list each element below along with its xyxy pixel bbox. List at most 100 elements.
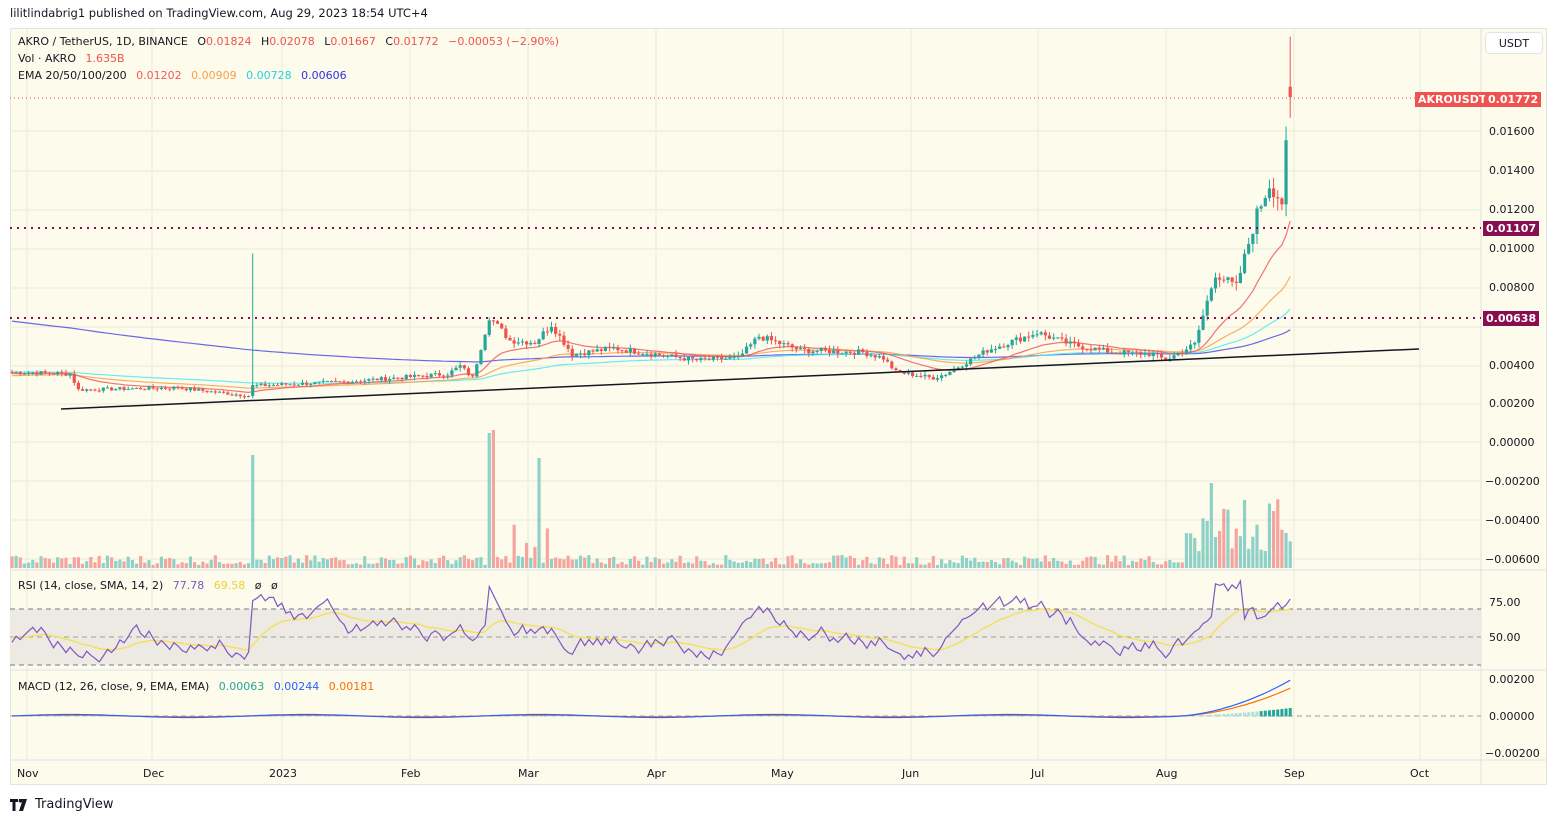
tradingview-logo[interactable]: TradingView: [10, 797, 114, 812]
ema200-value: 0.00606: [301, 69, 347, 82]
candle-body: [682, 358, 686, 361]
candle-body: [836, 350, 840, 354]
ema-label[interactable]: EMA 20/50/100/200: [18, 69, 127, 82]
macd-histogram-bar: [1251, 711, 1255, 717]
macd-label[interactable]: MACD (12, 26, close, 9, EMA, EMA): [18, 680, 210, 693]
macd-histogram-bar: [1238, 712, 1242, 717]
candle-body: [1209, 288, 1213, 301]
candle-body: [699, 357, 703, 361]
candle-body: [309, 384, 313, 386]
volume-bar: [798, 559, 803, 568]
volume-bar: [155, 563, 159, 568]
candle-body: [1226, 277, 1230, 280]
candle-body: [400, 377, 404, 380]
volume-bar: [682, 563, 686, 568]
volume-bar: [1255, 524, 1259, 568]
rsi-sma-line: [11, 608, 1291, 651]
volume-label[interactable]: Vol · AKRO: [18, 52, 76, 65]
volume-bar: [1164, 561, 1168, 568]
price-axis-label: 0.01600: [1489, 125, 1535, 138]
volume-bar: [1267, 503, 1272, 568]
volume-bar: [1052, 558, 1056, 568]
volume-bar: [1209, 483, 1213, 568]
volume-bar: [898, 564, 902, 568]
candle-body: [126, 389, 130, 391]
macd-histogram-bar: [1284, 708, 1288, 717]
candle-body: [1068, 341, 1072, 344]
volume-bar: [31, 559, 35, 568]
macd-histogram-bar: [60, 715, 64, 717]
candle-body: [134, 387, 139, 389]
volume-bar: [184, 563, 188, 568]
candle-body: [1180, 352, 1184, 354]
candle-body: [769, 336, 774, 341]
rsi-axis-label: 50.00: [1489, 631, 1521, 644]
volume-bar: [114, 560, 118, 568]
ema100-value: 0.00728: [246, 69, 292, 82]
volume-bar: [736, 562, 740, 568]
macd-histogram-bar: [554, 715, 558, 717]
volume-bar: [1201, 518, 1205, 568]
volume-bar: [803, 563, 807, 568]
volume-bar: [288, 555, 292, 568]
macd-legend: MACD (12, 26, close, 9, EMA, EMA) 0.0006…: [18, 680, 380, 693]
volume-bar: [193, 562, 197, 568]
rsi-extra-2: ø: [270, 579, 278, 592]
macd-histogram-bar: [76, 715, 80, 717]
close-value: 0.01772: [393, 35, 439, 48]
candle-body: [545, 331, 549, 333]
candle-body: [906, 372, 910, 374]
candle-body: [807, 349, 811, 354]
volume-bar: [886, 563, 890, 568]
candle-body: [242, 396, 246, 398]
volume-bar: [1172, 562, 1176, 568]
volume-bar: [367, 563, 371, 568]
macd-histogram-bar: [1006, 715, 1010, 717]
candle-body: [782, 343, 786, 345]
candle-body: [558, 333, 562, 336]
volume-bar: [956, 563, 960, 568]
volume-bar: [1247, 548, 1251, 568]
volume-bar: [1272, 511, 1276, 568]
volume-bar: [329, 558, 334, 568]
volume-bar: [151, 564, 155, 568]
volume-bar: [56, 557, 60, 568]
candle-body: [14, 371, 18, 373]
currency-button[interactable]: USDT: [1485, 32, 1543, 54]
candle-body: [778, 340, 782, 344]
candle-body: [852, 352, 857, 355]
volume-bar: [786, 556, 790, 568]
candle-body: [1027, 336, 1031, 338]
volume-bar: [500, 559, 504, 568]
level-tag-1: 0.01107: [1483, 221, 1540, 236]
volume-legend: Vol · AKRO 1.635B: [18, 52, 131, 65]
symbol-name[interactable]: AKRO / TetherUS, 1D, BINANCE: [18, 35, 188, 48]
macd-histogram-bar: [1230, 713, 1234, 717]
volume-bar: [549, 558, 554, 568]
volume-bar: [612, 556, 616, 568]
candle-body: [1130, 351, 1135, 353]
macd-histogram-bar: [1039, 715, 1043, 717]
price-axis-label: 0.01400: [1489, 164, 1535, 177]
volume-bar: [525, 542, 529, 568]
volume-bar: [848, 555, 852, 568]
macd-histogram-bar: [1255, 711, 1259, 717]
volume-bar: [105, 555, 110, 568]
macd-histogram-bar: [1197, 715, 1201, 717]
candle-body: [101, 387, 105, 391]
volume-bar: [1023, 556, 1027, 568]
volume-bar: [238, 561, 242, 568]
rsi-label[interactable]: RSI (14, close, SMA, 14, 2): [18, 579, 164, 592]
volume-bar: [433, 563, 437, 568]
macd-histogram-bar: [284, 715, 288, 717]
candle-body: [429, 373, 433, 378]
volume-bar: [661, 563, 666, 568]
volume-bar: [188, 556, 193, 568]
candle-body: [155, 388, 159, 390]
candle-body: [267, 385, 271, 387]
volume-bar: [417, 564, 421, 568]
volume-bar: [1151, 561, 1155, 568]
volume-bar: [778, 564, 782, 568]
candle-body: [404, 375, 408, 380]
